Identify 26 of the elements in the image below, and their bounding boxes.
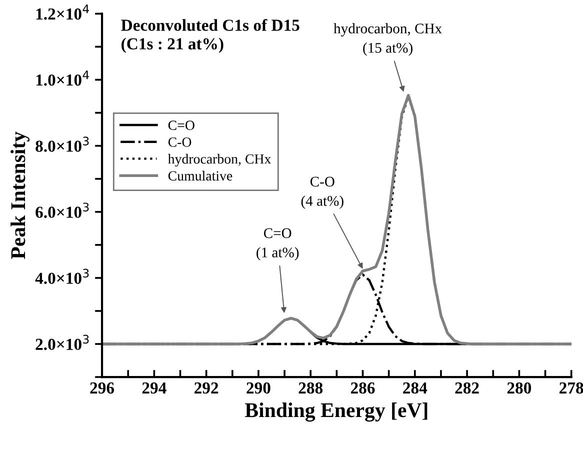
- x-tick-label: 284: [403, 382, 428, 394]
- legend-label: C=O: [168, 120, 194, 130]
- x-tick-label: 282: [455, 382, 479, 394]
- x-tick-label: 292: [194, 382, 218, 394]
- y-tick-label: 8.0×10$^{3}$: [36, 136, 89, 152]
- x-tick-label: 288: [298, 382, 323, 394]
- x-tick-label: 278: [560, 382, 583, 394]
- y-axis-title: Peak Intensity: [10, 132, 30, 259]
- text: Deconvoluted C1s of D15 (C1s : 21 at%): [121, 18, 300, 53]
- x-axis-title: Binding Energy [eV]: [245, 402, 428, 422]
- legend-label: C-O: [168, 138, 192, 147]
- y-tick-label: 2.0×10$^{3}$: [36, 334, 89, 350]
- legend-label: hydrocarbon, CHx: [168, 154, 272, 167]
- legend-label: Cumulative: [168, 170, 232, 181]
- annotation: C-O (4 at%): [301, 176, 344, 209]
- y-tick-label: 6.0×10$^{3}$: [36, 202, 89, 218]
- y-tick-label: 1.2×10$^{4}$: [36, 4, 89, 20]
- x-tick-label: 296: [90, 382, 114, 394]
- annotation: C=O (1 at%): [256, 228, 299, 260]
- annotation: hydrocarbon, CHx (15 at%): [334, 23, 442, 56]
- y-tick-label: 4.0×10$^{3}$: [35, 268, 89, 284]
- x-tick-label: 294: [142, 382, 166, 394]
- x-tick-label: 286: [350, 382, 375, 394]
- y-tick-label: 1.0×10$^{4}$: [36, 70, 89, 86]
- x-tick-label: 280: [507, 382, 532, 394]
- x-tick-label: 290: [246, 382, 270, 394]
